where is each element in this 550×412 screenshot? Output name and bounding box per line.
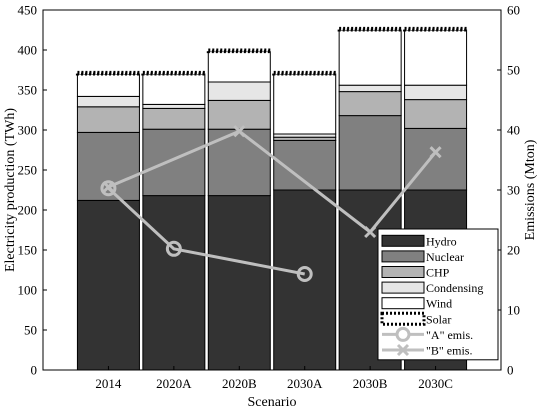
bar-wind-2014	[76, 73, 140, 97]
axis-ticks: 2014 2020A 2020B 2030A 2030B 2030C05010015020…	[18, 3, 521, 392]
bar-condensing-2030c	[404, 84, 468, 101]
x-tick-label: 2030C	[418, 376, 453, 391]
x-axis-label: Scenario	[248, 395, 297, 410]
bar-hydro-2020a	[142, 195, 206, 371]
x-tick-label: 2020B	[222, 376, 257, 391]
bar-chp-2020b	[207, 99, 271, 130]
legend-label: Hydro	[426, 234, 457, 248]
emission-point-circle	[165, 240, 182, 257]
bar-hydro-2020b	[207, 195, 271, 371]
bar-solar-2030a	[272, 70, 338, 76]
bar-condensing-2020b	[207, 81, 271, 101]
bar-chp-2014	[76, 106, 140, 133]
y-right-tick-label: 30	[507, 183, 520, 198]
legend-swatch-condensing	[381, 281, 425, 294]
bar-solar-2030c	[403, 26, 469, 32]
emission-point-x	[364, 225, 377, 239]
bar-nuclear-2030b	[338, 115, 402, 191]
y-left-tick-label: 250	[18, 163, 38, 178]
y-left-tick-label: 50	[24, 323, 37, 338]
bar-hydro-2014	[76, 199, 140, 371]
emission-line-x	[107, 129, 437, 235]
bar-wind-2020b	[207, 51, 271, 83]
x-tick-label: 2020A	[156, 376, 192, 391]
bar-wind-2030b	[338, 29, 402, 86]
emission-line-circle	[107, 187, 305, 276]
legend-swatch-hydro	[381, 234, 425, 247]
legend-swatch-solar	[380, 311, 426, 326]
y-right-tick-label: 40	[507, 123, 520, 138]
y-right-tick-label: 10	[507, 303, 520, 318]
legend-swatch-chp	[381, 266, 425, 278]
emission-point-x	[233, 125, 246, 138]
legend-marker-circle	[395, 326, 411, 342]
legend-label: Wind	[426, 297, 452, 311]
x-tick-label: 2014	[95, 376, 122, 391]
legend-label: Nuclear	[426, 250, 464, 264]
y-right-tick-label: 50	[507, 63, 520, 78]
emission-point-circle	[100, 180, 117, 197]
legend-label: Solar	[426, 312, 451, 326]
emission-point-circle	[296, 266, 313, 282]
bar-condensing-2030b	[338, 84, 402, 93]
bar-nuclear-2020a	[142, 128, 206, 197]
bar-chp-2020a	[142, 107, 206, 130]
bar-condensing-2014	[76, 95, 140, 108]
bar-solar-2020a	[141, 70, 207, 76]
bar-wind-2020a	[142, 73, 206, 105]
bar-chp-2030b	[338, 91, 402, 117]
legend-label: Condensing	[426, 281, 483, 295]
y-left-tick-label: 350	[18, 83, 38, 98]
y-left-tick-label: 300	[18, 123, 38, 138]
y-axis-label-right: Emissions (Mton)	[523, 139, 538, 240]
y-left-tick-label: 450	[18, 3, 38, 18]
y-left-tick-label: 0	[31, 363, 38, 378]
y-left-tick-label: 150	[18, 243, 38, 258]
emission-point-x	[102, 180, 115, 194]
legend-swatch-nuclear	[381, 250, 425, 263]
bar-solar-2030b	[337, 26, 403, 32]
legend-label: CHP	[426, 266, 450, 280]
y-left-tick-label: 400	[18, 43, 38, 58]
y-left-tick-label: 200	[18, 203, 38, 218]
x-tick-label: 2030A	[287, 376, 323, 391]
bar-wind-2030c	[404, 29, 468, 86]
legend-label: "A" emis.	[426, 328, 473, 342]
x-tick-label: 2030B	[353, 376, 388, 391]
legend-label: "B" emis.	[426, 344, 472, 358]
y-axis-label-left: Electricity production (TWh)	[3, 108, 18, 272]
legend-swatch-wind	[381, 297, 425, 310]
bar-solar-2020b	[206, 48, 272, 54]
y-right-tick-label: 20	[507, 243, 520, 258]
bar-wind-2030a	[273, 73, 337, 135]
y-right-tick-label: 60	[507, 3, 520, 18]
emission-lines-layer	[100, 125, 442, 282]
bar-condensing-2020a	[142, 103, 206, 109]
emission-point-x	[429, 146, 442, 159]
legend-marker-x	[396, 343, 410, 357]
y-right-tick-label: 0	[507, 363, 514, 378]
bar-chp-2030c	[404, 99, 468, 129]
y-left-tick-label: 100	[18, 283, 38, 298]
bar-solar-2014	[75, 70, 141, 76]
